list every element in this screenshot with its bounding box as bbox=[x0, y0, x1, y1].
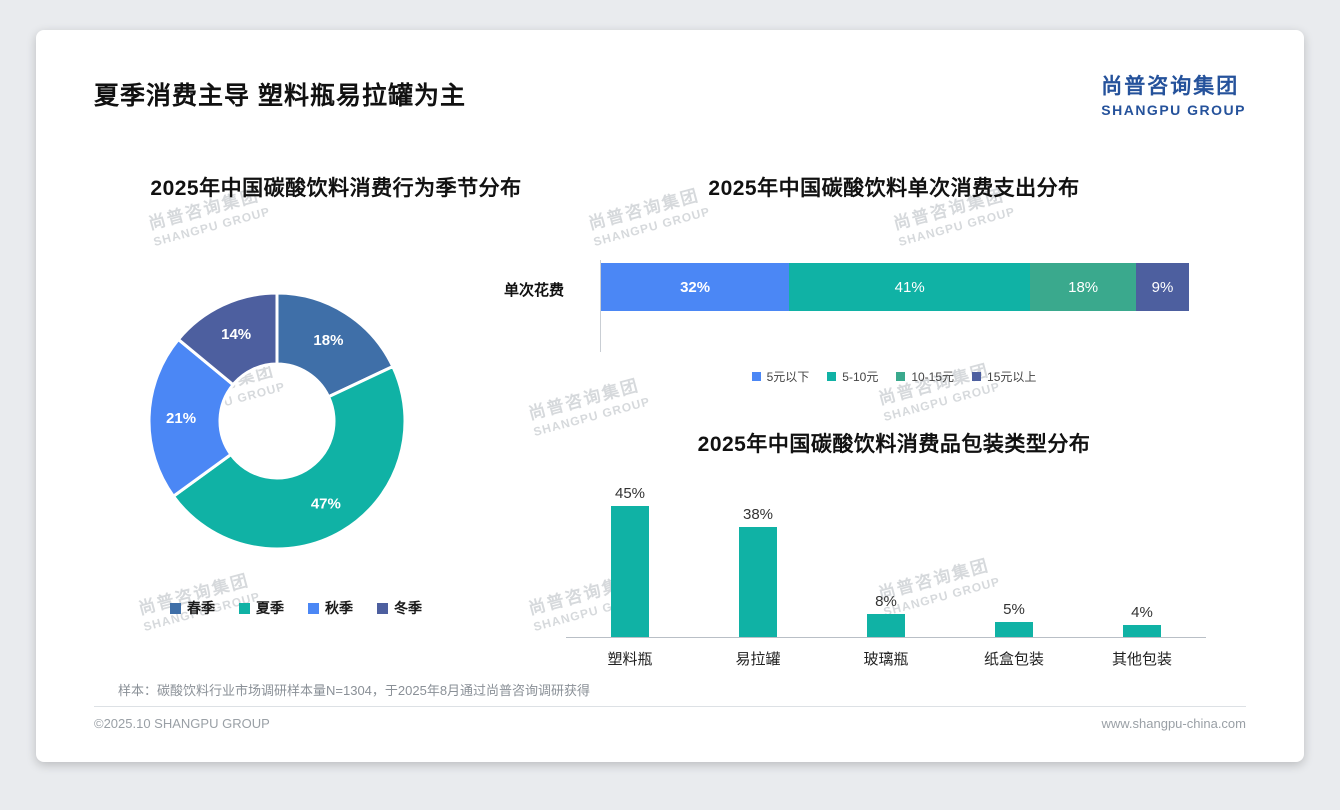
stacked-segment-5元以下: 32% bbox=[601, 263, 790, 311]
legend-item-春季: 春季 bbox=[170, 598, 215, 618]
page-title: 夏季消费主导 塑料瓶易拉罐为主 bbox=[94, 82, 466, 110]
legend-label: 10-15元 bbox=[911, 370, 955, 384]
legend-swatch bbox=[377, 602, 388, 614]
bar-rect bbox=[1123, 625, 1161, 637]
legend-item-5元以下: 5元以下 bbox=[751, 368, 810, 385]
spend-stacked-bar: 32% 41% 18% 9% bbox=[601, 263, 1189, 311]
bar-rect bbox=[611, 506, 649, 637]
stacked-axis-line bbox=[600, 260, 601, 352]
donut-slice-value: 18% bbox=[313, 332, 343, 349]
copyright-text: ©2025.10 SHANGPU GROUP bbox=[94, 716, 270, 731]
donut-slice-value: 14% bbox=[221, 326, 251, 343]
slide-card: 尚普咨询集团 SHANGPU GROUP 尚普咨询集团 SHANGPU GROUP 尚普… bbox=[36, 30, 1304, 762]
donut-slice-秋季 bbox=[147, 337, 235, 498]
legend-swatch bbox=[827, 372, 837, 381]
packaging-bar-chart: 45% 塑料瓶 38% 易拉罐 8% 玻璃瓶 5% 纸盒包装 4% 其他包装 bbox=[566, 478, 1206, 669]
bar-column-玻璃瓶: 8% 玻璃瓶 bbox=[822, 478, 950, 669]
bar-value: 38% bbox=[742, 506, 774, 523]
bar-category-label: 纸盒包装 bbox=[983, 651, 1044, 668]
legend-label: 5元以下 bbox=[766, 370, 810, 384]
donut-slice-夏季 bbox=[171, 365, 407, 551]
watermark-text-en: SHANGPU GROUP bbox=[151, 204, 272, 250]
sample-footnote: 样本：碳酸饮料行业市场调研样本量N=1304，于2025年8月通过尚普咨询调研获… bbox=[118, 683, 591, 698]
bar-rect bbox=[995, 622, 1033, 637]
bar-chart-title: 2025年中国碳酸饮料消费品包装类型分布 bbox=[697, 433, 1091, 456]
bar-category-label: 其他包装 bbox=[1111, 651, 1172, 668]
bar-plot: 5% bbox=[950, 478, 1078, 638]
stacked-segment-value: 41% bbox=[894, 278, 925, 296]
legend-item-夏季: 夏季 bbox=[239, 598, 284, 618]
stacked-chart-title: 2025年中国碳酸饮料单次消费支出分布 bbox=[708, 177, 1080, 200]
donut-legend: 春季 夏季 秋季 冬季 bbox=[56, 598, 536, 618]
bar-category-label: 玻璃瓶 bbox=[863, 651, 909, 668]
legend-label: 15元以上 bbox=[987, 370, 1037, 384]
bar-column-纸盒包装: 5% 纸盒包装 bbox=[950, 478, 1078, 669]
bar-plot: 4% bbox=[1078, 478, 1206, 638]
donut-chart-title: 2025年中国碳酸饮料消费行为季节分布 bbox=[150, 177, 522, 200]
logo-text-cn: 尚普咨询集团 bbox=[1101, 75, 1240, 98]
bar-value: 5% bbox=[1003, 601, 1025, 618]
bar-plot: 45% bbox=[566, 478, 694, 638]
bar-column-其他包装: 4% 其他包装 bbox=[1078, 478, 1206, 669]
donut-svg: 18% 47% 21% 14% bbox=[147, 291, 407, 551]
bar-column-塑料瓶: 45% 塑料瓶 bbox=[566, 478, 694, 669]
legend-label: 5-10元 bbox=[842, 370, 879, 384]
donut-slice-冬季 bbox=[176, 291, 279, 387]
legend-swatch bbox=[972, 372, 982, 381]
footer-divider bbox=[94, 706, 1246, 707]
stacked-segment-10-15元: 18% bbox=[1030, 263, 1137, 311]
watermark-text-en: SHANGPU GROUP bbox=[896, 204, 1017, 250]
stacked-segment-value: 18% bbox=[1068, 278, 1099, 296]
bar-rect bbox=[867, 614, 905, 637]
donut-slice-value: 21% bbox=[166, 410, 196, 427]
stacked-segment-value: 32% bbox=[680, 278, 711, 296]
stacked-segment-5-10元: 41% bbox=[789, 263, 1031, 311]
logo-text-en: SHANGPU GROUP bbox=[1101, 102, 1246, 118]
donut-slice-value: 47% bbox=[311, 496, 341, 513]
bar-plot: 38% bbox=[694, 478, 822, 638]
legend-label: 夏季 bbox=[256, 600, 284, 616]
legend-label: 春季 bbox=[187, 600, 215, 616]
footer: ©2025.10 SHANGPU GROUP www.shangpu-china… bbox=[94, 716, 1246, 731]
legend-label: 秋季 bbox=[325, 600, 353, 616]
bar-plot: 8% bbox=[822, 478, 950, 638]
watermark-text-en: SHANGPU GROUP bbox=[881, 379, 1002, 425]
legend-swatch bbox=[170, 602, 181, 614]
legend-item-15元以上: 15元以上 bbox=[972, 368, 1036, 385]
stacked-segment-15元以上: 9% bbox=[1136, 263, 1189, 311]
bar-category-label: 易拉罐 bbox=[735, 651, 781, 668]
bar-value: 4% bbox=[1131, 604, 1153, 621]
bar-rect bbox=[739, 527, 777, 637]
bar-value: 45% bbox=[614, 485, 646, 502]
legend-item-10-15元: 10-15元 bbox=[896, 368, 954, 385]
donut-slice-春季 bbox=[275, 291, 395, 399]
legend-swatch bbox=[239, 602, 250, 614]
legend-item-秋季: 秋季 bbox=[308, 598, 353, 618]
legend-item-5-10元: 5-10元 bbox=[827, 368, 878, 385]
stacked-row-label: 单次花费 bbox=[504, 282, 565, 299]
watermark-text-en: SHANGPU GROUP bbox=[591, 204, 712, 250]
legend-item-冬季: 冬季 bbox=[377, 598, 422, 618]
legend-swatch bbox=[751, 372, 761, 381]
shangpu-logo: 尚普咨询集团 SHANGPU GROUP bbox=[1101, 70, 1246, 118]
website-text: www.shangpu-china.com bbox=[1101, 716, 1246, 731]
bar-category-label: 塑料瓶 bbox=[607, 651, 653, 668]
stacked-segment-value: 9% bbox=[1151, 278, 1174, 296]
legend-swatch bbox=[896, 372, 906, 381]
season-donut-chart: 18% 47% 21% 14% bbox=[142, 286, 412, 556]
bar-column-易拉罐: 38% 易拉罐 bbox=[694, 478, 822, 669]
bar-value: 8% bbox=[875, 593, 897, 610]
stacked-legend: 5元以下 5-10元 10-15元 15元以上 bbox=[556, 368, 1232, 385]
legend-swatch bbox=[308, 602, 319, 614]
legend-label: 冬季 bbox=[394, 600, 422, 616]
